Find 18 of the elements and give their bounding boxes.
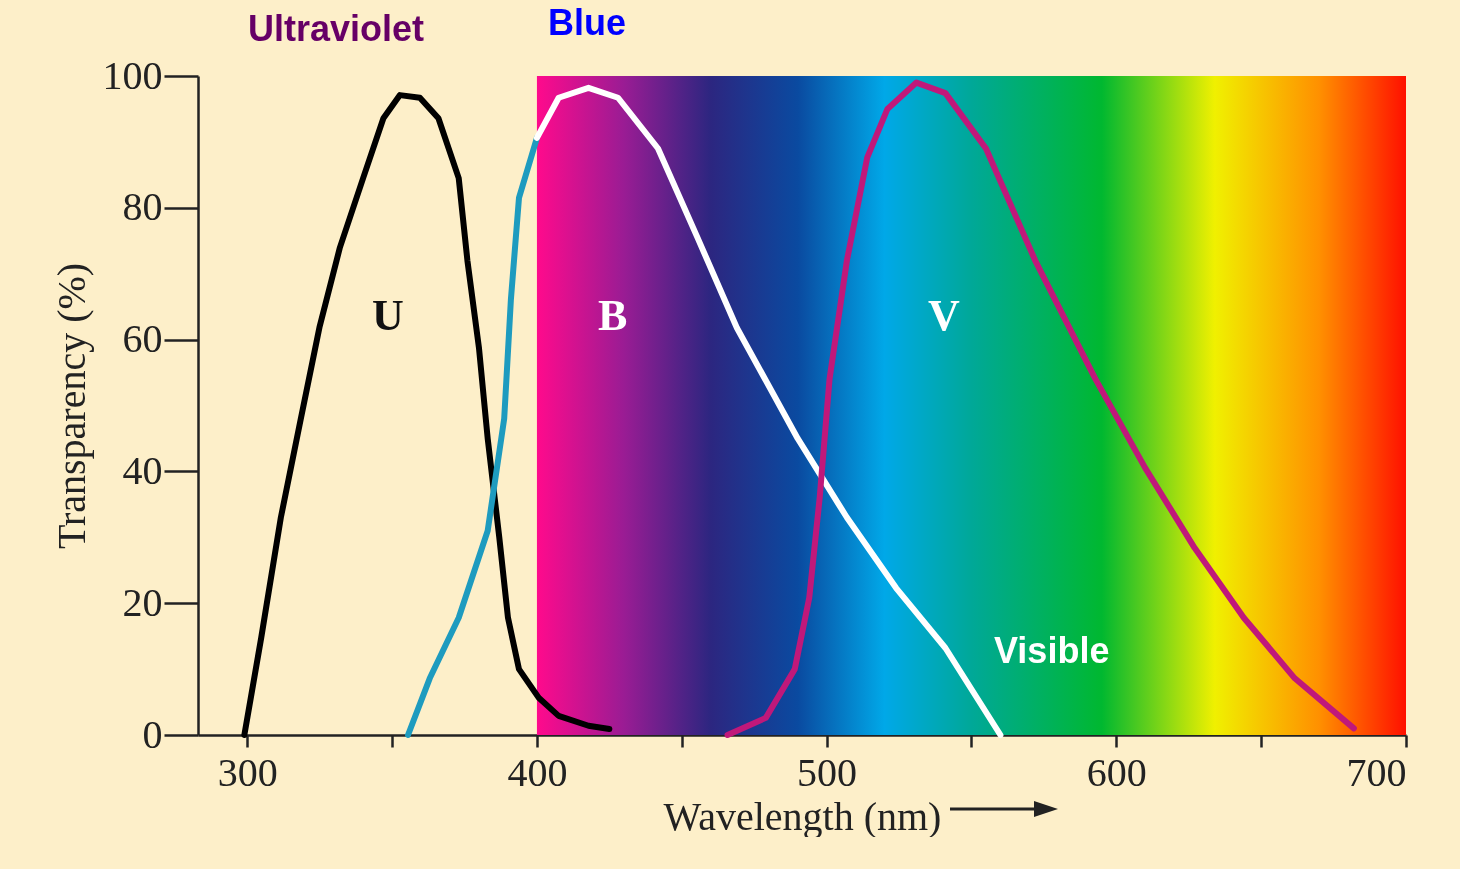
y-tick-label: 20: [122, 579, 163, 625]
annotation: B: [598, 290, 628, 341]
y-tick-label: 60: [122, 316, 163, 362]
x-tick-label: 600: [1086, 749, 1147, 795]
annotation: V: [928, 290, 960, 341]
x-tick-label: 500: [797, 749, 858, 795]
x-tick-label: 300: [217, 749, 278, 795]
y-tick-label: 100: [102, 52, 163, 98]
text: Ultraviolet: [248, 8, 425, 50]
annotation: Visible: [994, 630, 1110, 672]
y-tick-label: 80: [122, 184, 163, 230]
y-axis-title: Transparency (%): [48, 262, 94, 550]
y-tick-label: 0: [142, 711, 163, 757]
annotation: U: [372, 290, 404, 341]
x-tick-label: 700: [1346, 749, 1407, 795]
y-tick-label: 40: [122, 447, 163, 493]
x-tick-label: 400: [507, 749, 568, 795]
text: Blue: [548, 2, 627, 44]
